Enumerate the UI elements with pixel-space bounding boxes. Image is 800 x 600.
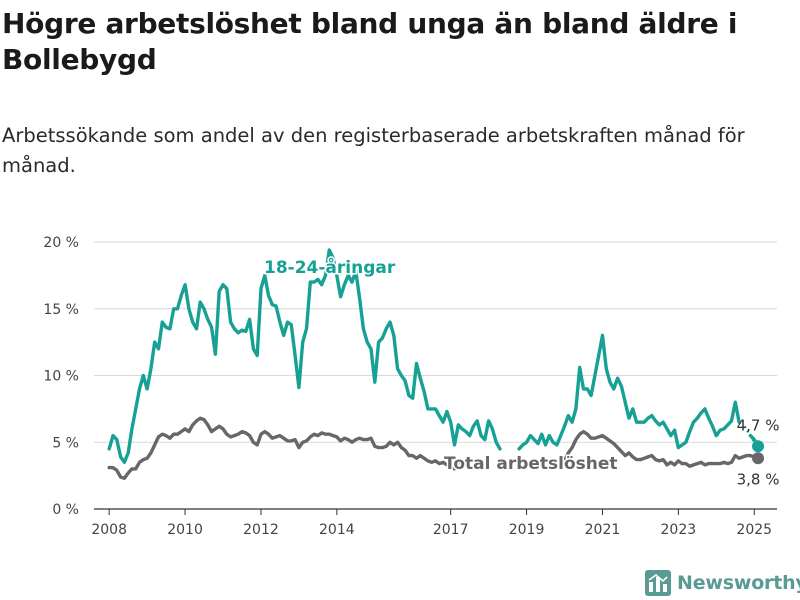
youth-end-connector bbox=[743, 425, 755, 443]
series-lines bbox=[107, 248, 765, 480]
x-tick-label: 2023 bbox=[661, 522, 697, 538]
newsworthy-brand: Newsworthy bbox=[645, 568, 800, 598]
x-axis: 2008 2010 2012 2014 2017 2019 2021 2023 2025 bbox=[91, 509, 772, 538]
y-axis: 0 % 5 % 10 % 15 % 20 % bbox=[43, 235, 79, 518]
series-labels: 4,7 % 3,8 % 18-24-åringar Total arbetslöshe… bbox=[263, 255, 780, 489]
y-tick-label: 20 % bbox=[43, 235, 79, 251]
chart-title: Högre arbetslöshet bland unga än bland ä… bbox=[2, 7, 738, 76]
youth-series-line bbox=[107, 248, 760, 464]
y-tick-label: 10 % bbox=[43, 369, 79, 385]
x-tick-label: 2012 bbox=[243, 522, 279, 538]
youth-end-label: 4,7 % bbox=[737, 416, 780, 434]
brand-name: Newsworthy bbox=[677, 572, 800, 594]
x-tick-label: 2008 bbox=[91, 522, 127, 538]
chart-subtitle: Arbetssökande som andel av den registerb… bbox=[2, 124, 745, 177]
y-tick-label: 15 % bbox=[43, 302, 79, 318]
x-tick-label: 2019 bbox=[509, 522, 545, 538]
total-end-marker bbox=[752, 452, 765, 465]
newsworthy-logo-icon bbox=[645, 570, 671, 596]
x-tick-label: 2021 bbox=[585, 522, 621, 538]
chart-grid bbox=[94, 241, 777, 510]
y-tick-label: 5 % bbox=[52, 435, 79, 451]
youth-series-label: 18-24-åringar bbox=[264, 256, 396, 278]
x-tick-label: 2014 bbox=[319, 522, 355, 538]
youth-end-marker bbox=[752, 440, 765, 453]
x-tick-label: 2025 bbox=[736, 522, 772, 538]
x-tick-label: 2010 bbox=[167, 522, 203, 538]
x-tick-label: 2017 bbox=[433, 522, 469, 538]
total-series-label: Total arbetslöshet bbox=[444, 454, 618, 474]
y-tick-label: 0 % bbox=[52, 502, 79, 518]
total-series-line bbox=[107, 416, 760, 480]
total-end-label: 3,8 % bbox=[737, 470, 780, 488]
